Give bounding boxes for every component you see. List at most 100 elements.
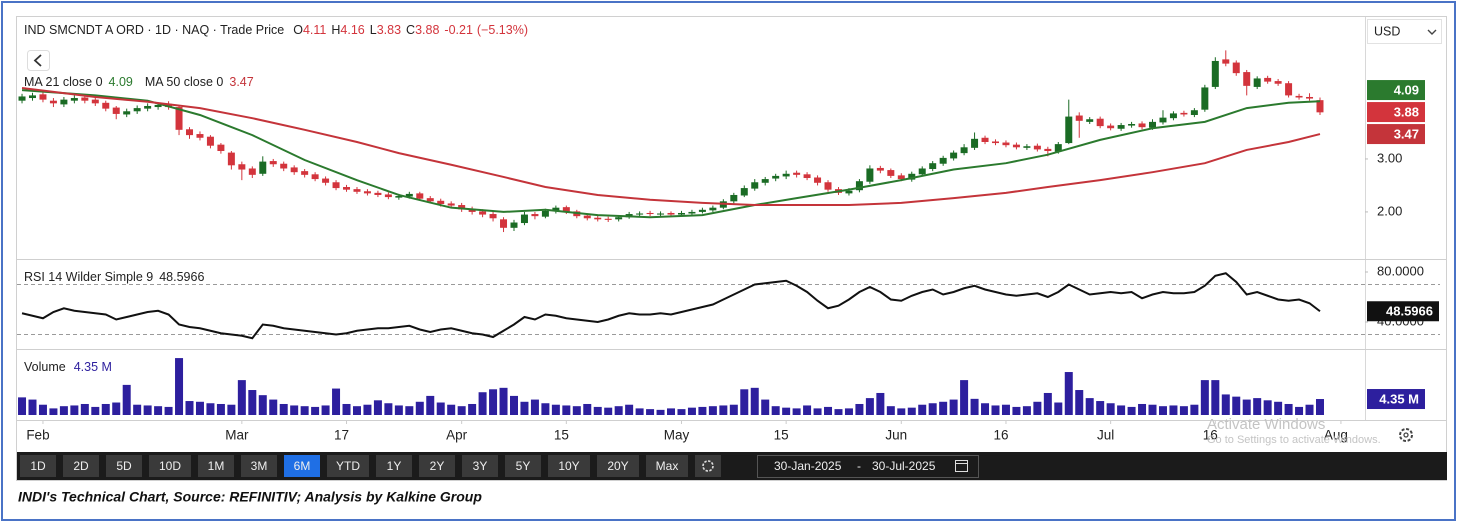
volume-bar bbox=[91, 406, 100, 415]
range-button[interactable]: 1D bbox=[20, 455, 56, 477]
volume-bar bbox=[1106, 403, 1115, 415]
volume-bar bbox=[185, 401, 194, 415]
range-button-box[interactable] bbox=[597, 455, 639, 477]
range-button[interactable]: 10Y bbox=[548, 455, 590, 477]
candle-body bbox=[311, 174, 319, 180]
volume-bar bbox=[981, 403, 990, 415]
range-button[interactable]: 5D bbox=[106, 455, 142, 477]
candle-body bbox=[1285, 83, 1293, 96]
candle-body bbox=[824, 182, 832, 190]
range-button-label: 1M bbox=[208, 459, 225, 473]
candle-body bbox=[301, 171, 309, 175]
volume-bar bbox=[1054, 402, 1063, 415]
range-button-box[interactable] bbox=[63, 455, 99, 477]
volume-bar bbox=[562, 405, 571, 415]
candle-body bbox=[1033, 145, 1041, 150]
range-button[interactable]: 2Y bbox=[419, 455, 455, 477]
legend-item: 4.09 bbox=[109, 75, 133, 89]
range-button[interactable]: YTD bbox=[327, 455, 369, 477]
range-button-box[interactable] bbox=[462, 455, 498, 477]
range-button-box[interactable] bbox=[20, 455, 56, 477]
volume-bar bbox=[49, 408, 58, 415]
range-button-box[interactable] bbox=[505, 455, 541, 477]
x-tick-label: Jul bbox=[1097, 428, 1114, 443]
volume-bar bbox=[38, 404, 47, 415]
currency-select[interactable]: USD bbox=[1367, 19, 1442, 44]
candle-body bbox=[709, 207, 717, 211]
volume-bar bbox=[1064, 372, 1073, 415]
toolbar-items: 1D 2D 5D 10D 1M 3M 6M YTD 1Y 2Y 3Y 5Y 10Y 20Y Max bbox=[20, 455, 721, 477]
range-button-box[interactable] bbox=[149, 455, 191, 477]
candle-body bbox=[1138, 123, 1146, 128]
range-button-box[interactable] bbox=[106, 455, 142, 477]
volume-bar bbox=[1001, 404, 1010, 415]
candle-body bbox=[1002, 142, 1010, 146]
ohlc-value: 4.11 bbox=[303, 23, 326, 37]
gear-hub bbox=[1403, 432, 1409, 438]
volume-bar bbox=[258, 395, 267, 415]
candle-body bbox=[395, 196, 403, 198]
volume-bar bbox=[541, 403, 550, 415]
candle-body bbox=[112, 107, 120, 114]
volume-bar bbox=[834, 409, 843, 415]
settings-button[interactable] bbox=[1399, 428, 1413, 442]
candle-body bbox=[227, 152, 235, 166]
range-button-box[interactable] bbox=[419, 455, 455, 477]
range-button-box[interactable] bbox=[376, 455, 412, 477]
legend-item: RSI 14 Wilder Simple 9 bbox=[24, 270, 153, 284]
candle-body bbox=[677, 212, 685, 215]
range-button[interactable]: 3Y bbox=[462, 455, 498, 477]
x-tick-label: 15 bbox=[774, 428, 789, 443]
range-button[interactable]: 20Y bbox=[597, 455, 639, 477]
candle-body bbox=[1012, 144, 1020, 148]
range-button-box[interactable] bbox=[241, 455, 277, 477]
calendar-icon[interactable] bbox=[955, 460, 968, 472]
range-button-label: 20Y bbox=[607, 459, 628, 473]
volume-bar bbox=[939, 401, 948, 415]
range-button-label: YTD bbox=[336, 459, 360, 473]
range-button[interactable]: 1Y bbox=[376, 455, 412, 477]
candle-body bbox=[908, 173, 916, 180]
volume-bar bbox=[394, 405, 403, 415]
volume-bar bbox=[918, 404, 927, 415]
volume-bar bbox=[279, 403, 288, 415]
range-button-box[interactable] bbox=[646, 455, 688, 477]
range-button-box[interactable] bbox=[284, 455, 320, 477]
range-button[interactable]: 2D bbox=[63, 455, 99, 477]
volume-bar bbox=[373, 400, 382, 415]
range-button[interactable]: 3M bbox=[241, 455, 277, 477]
range-button[interactable]: 10D bbox=[149, 455, 191, 477]
volume-bar bbox=[1096, 401, 1105, 415]
ohlc-label: C bbox=[406, 23, 415, 37]
x-tick-label: Feb bbox=[26, 428, 49, 443]
candle-body bbox=[657, 213, 665, 215]
candle-body bbox=[562, 207, 570, 212]
value-badge-label: 48.5966 bbox=[1386, 304, 1433, 319]
legend-item: MA 50 close 0 bbox=[145, 75, 224, 89]
back-button-box[interactable] bbox=[27, 50, 50, 71]
volume-bar bbox=[991, 405, 1000, 415]
range-button-box[interactable] bbox=[327, 455, 369, 477]
range-button[interactable]: 1M bbox=[198, 455, 234, 477]
candle-body bbox=[814, 177, 822, 183]
y-tick-label: 2.00 bbox=[1377, 203, 1402, 218]
range-button[interactable]: 6M bbox=[284, 455, 320, 477]
volume-bar bbox=[1190, 404, 1199, 415]
volume-bar bbox=[625, 404, 634, 415]
gear-icon[interactable] bbox=[1399, 428, 1413, 442]
range-button-box[interactable] bbox=[198, 455, 234, 477]
range-button[interactable]: 5Y bbox=[505, 455, 541, 477]
range-button-box[interactable] bbox=[548, 455, 590, 477]
calendar-body[interactable] bbox=[955, 460, 968, 472]
volume-bar bbox=[59, 406, 68, 415]
volume-bar bbox=[1043, 392, 1052, 415]
date-range[interactable] bbox=[757, 455, 979, 478]
volume-bar bbox=[227, 404, 236, 415]
back-button[interactable] bbox=[27, 50, 50, 71]
toolbar-settings[interactable] bbox=[695, 455, 721, 477]
candle-body bbox=[698, 209, 706, 212]
volume-bar bbox=[321, 405, 330, 415]
range-button[interactable]: Max bbox=[646, 455, 688, 477]
volume-bar bbox=[824, 406, 833, 415]
x-tick-label: 16 bbox=[1203, 428, 1218, 443]
